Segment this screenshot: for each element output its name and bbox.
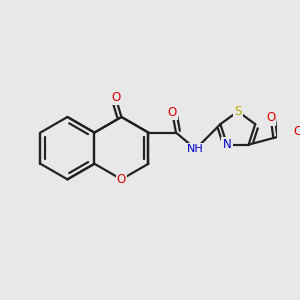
Text: S: S: [234, 105, 242, 118]
Text: O: O: [294, 125, 300, 138]
Text: O: O: [266, 111, 275, 124]
Text: NH: NH: [187, 144, 204, 154]
Text: N: N: [223, 138, 231, 151]
Text: O: O: [111, 91, 120, 104]
Text: O: O: [117, 173, 126, 186]
Text: O: O: [168, 106, 177, 119]
